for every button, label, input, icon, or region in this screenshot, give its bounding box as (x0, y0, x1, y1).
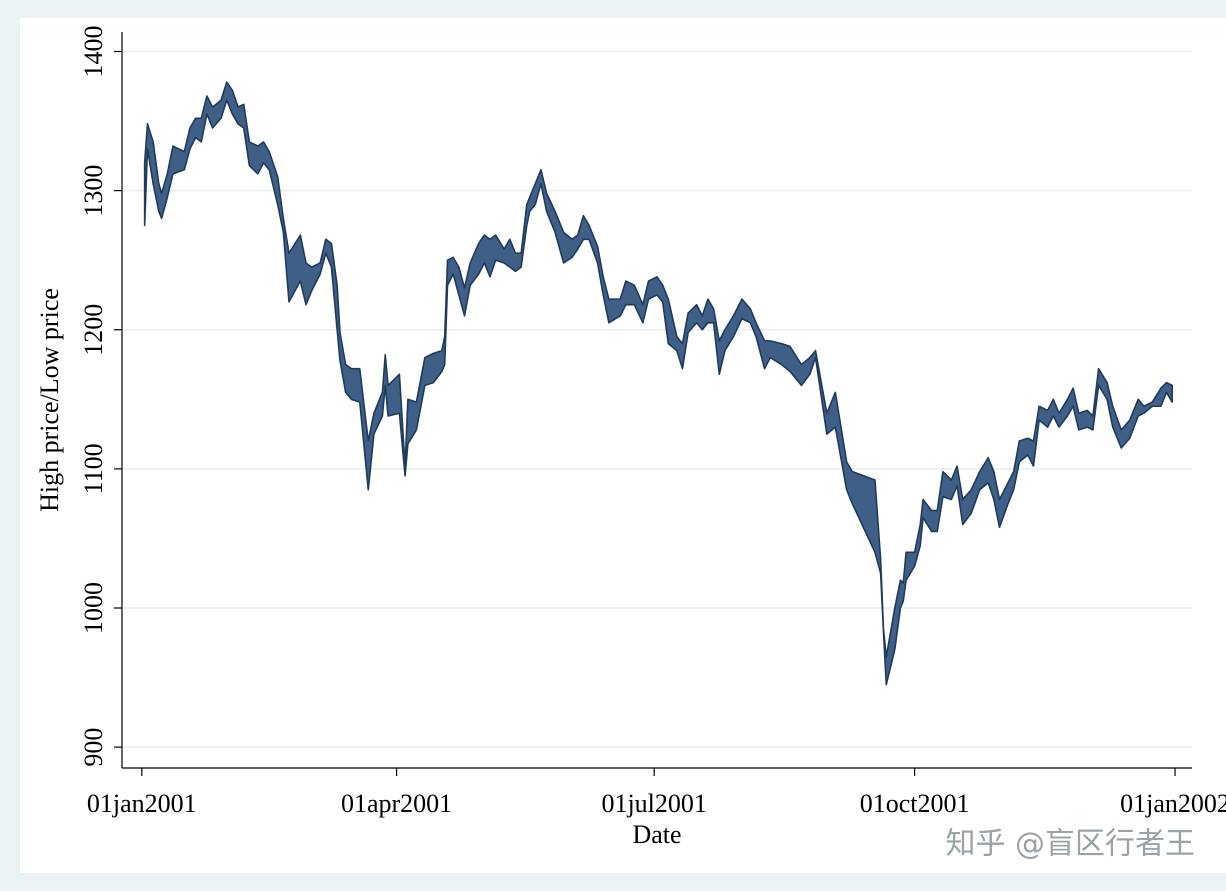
x-axis-title: Date (632, 820, 681, 849)
x-tick-label: 01jul2001 (601, 789, 706, 818)
y-tick-label: 1100 (79, 443, 108, 494)
y-tick-label: 1000 (79, 582, 108, 634)
y-tick-label: 1300 (79, 165, 108, 217)
x-tick-label: 01jan2001 (87, 789, 197, 818)
x-tick-label: 01jan2002 (1120, 789, 1226, 818)
range-area (143, 81, 1173, 686)
graph-region (20, 18, 1226, 873)
y-axis-title: High price/Low price (35, 288, 64, 512)
y-tick-label: 1200 (79, 304, 108, 356)
watermark: 知乎 @盲区行者王 (945, 827, 1195, 862)
x-tick-label: 01apr2001 (341, 789, 452, 818)
x-tick-label: 01oct2001 (860, 789, 970, 818)
y-tick-label: 900 (79, 728, 108, 767)
y-tick-label: 1400 (79, 25, 108, 77)
